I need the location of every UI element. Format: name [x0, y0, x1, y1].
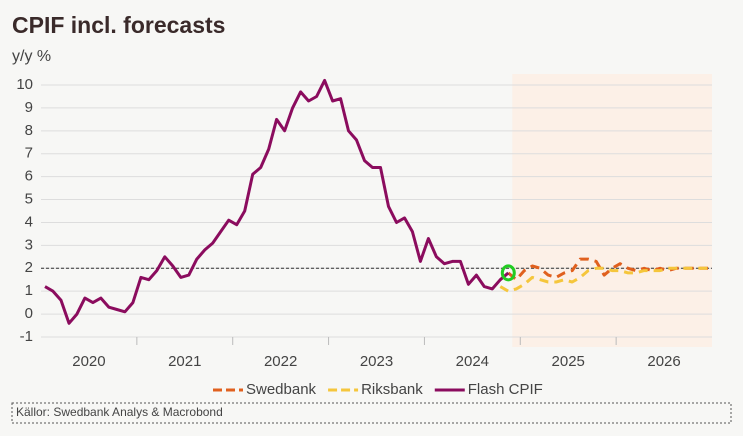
legend-label: Flash CPIF	[468, 381, 543, 398]
y-tick-label: 0	[25, 305, 33, 322]
y-tick-label: 8	[25, 122, 33, 139]
latest-highlight	[500, 264, 516, 282]
y-tick-label: 5	[25, 191, 33, 208]
chart-title: CPIF incl. forecasts	[12, 12, 225, 38]
y-tick-label: 7	[25, 145, 33, 162]
y-tick-label: 1	[25, 282, 33, 299]
forecast-shade	[512, 74, 712, 347]
x-tick-label: 2021	[168, 353, 201, 370]
legend-label: Swedbank	[246, 381, 317, 398]
y-tick-label: 10	[16, 76, 33, 93]
x-tick-label: 2023	[360, 353, 393, 370]
source: Källor: Swedbank Analys & Macrobond	[16, 405, 223, 419]
y-tick-label: -1	[20, 328, 33, 345]
source-box	[11, 402, 732, 424]
x-tick-label: 2026	[647, 353, 680, 370]
x-tick-label: 2025	[552, 353, 585, 370]
y-tick-label: 4	[25, 213, 33, 230]
y-axis-label: y/y %	[12, 48, 51, 65]
legend-label: Riksbank	[361, 381, 423, 398]
series-line	[499, 266, 708, 293]
y-tick-label: 6	[25, 168, 33, 185]
x-tick-label: 2022	[264, 353, 297, 370]
x-tick-label: 2024	[456, 353, 489, 370]
y-tick-label: 2	[25, 259, 33, 276]
y-tick-label: 3	[25, 236, 33, 253]
series-line	[44, 78, 510, 325]
x-tick-label: 2020	[72, 353, 105, 370]
y-tick-label: 9	[25, 99, 33, 116]
